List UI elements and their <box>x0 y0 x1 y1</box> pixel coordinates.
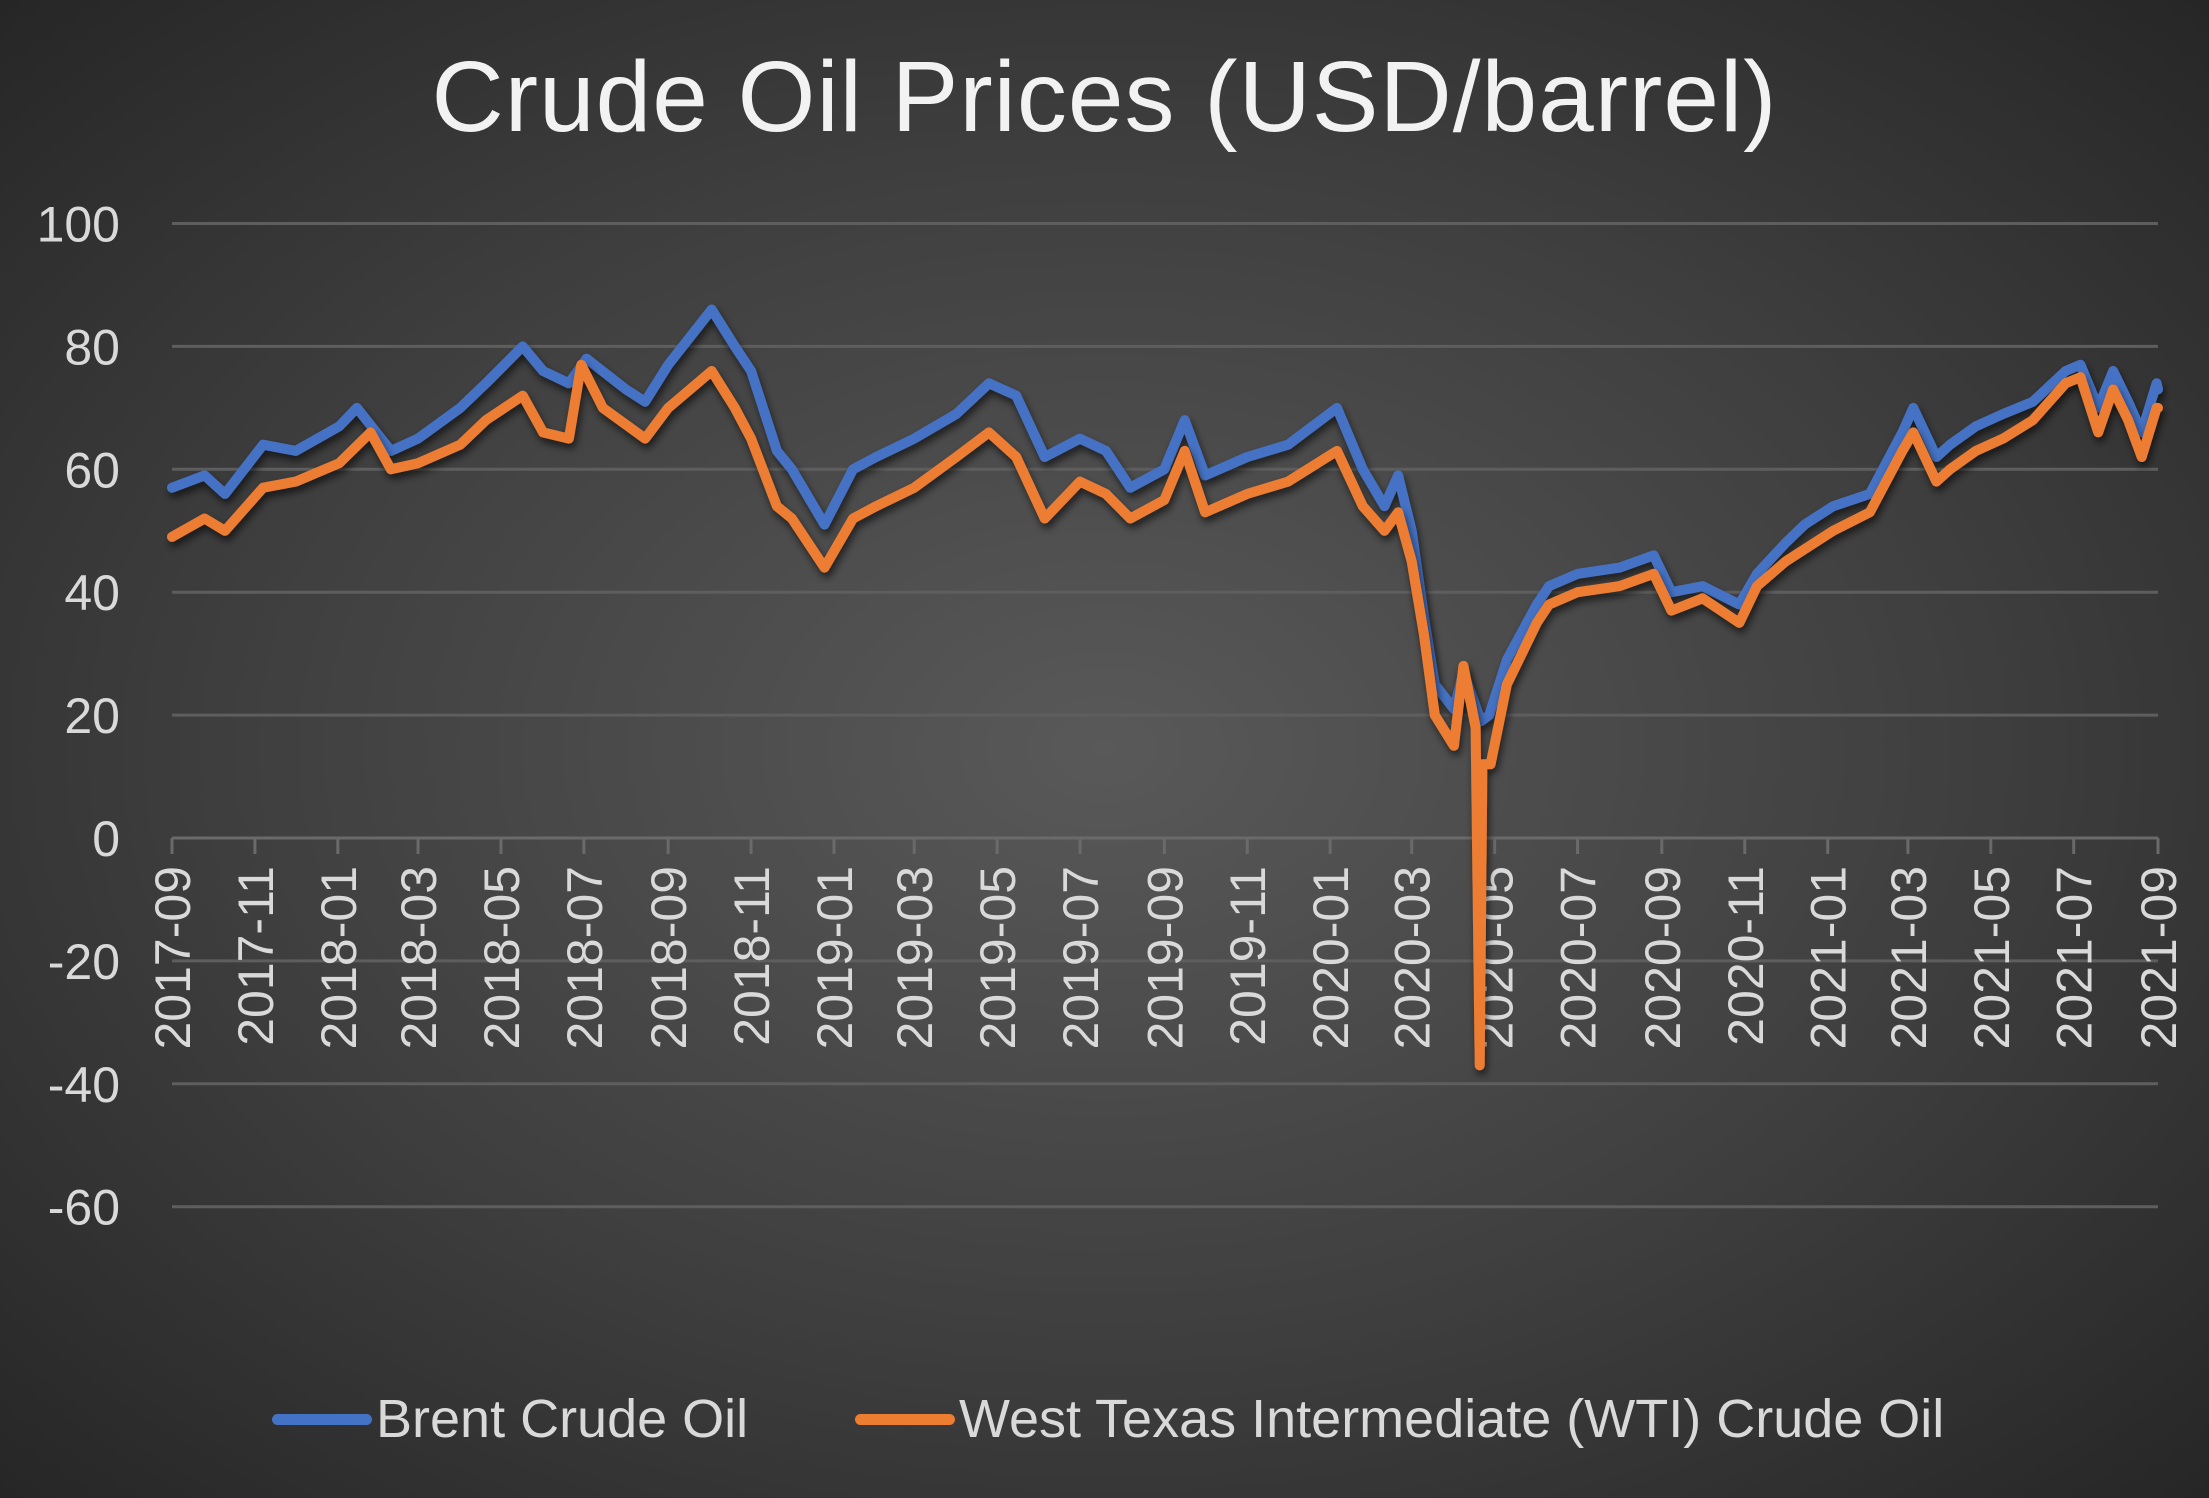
x-tick-label: 2020-11 <box>1718 866 1774 1046</box>
legend-item-wti: West Texas Intermediate (WTI) Crude Oil <box>855 1388 1944 1450</box>
x-tick-label: 2019-01 <box>807 866 863 1050</box>
x-tick-label: 2021-05 <box>1964 866 2020 1050</box>
y-tick-label: -60 <box>48 1180 120 1236</box>
y-tick-label: 40 <box>64 565 120 621</box>
series-line-brent <box>167 304 2163 727</box>
x-tick-label: 2021-09 <box>2131 866 2187 1050</box>
x-tick-label: 2019-09 <box>1137 866 1193 1050</box>
x-tick-label: 2019-07 <box>1053 866 1109 1050</box>
y-tick-label: 80 <box>64 319 120 375</box>
y-tick-label: 100 <box>37 197 120 253</box>
legend-swatch-brent <box>272 1413 372 1425</box>
legend-swatch-wti <box>855 1413 955 1425</box>
y-tick-label: -40 <box>48 1057 120 1113</box>
legend-label-wti: West Texas Intermediate (WTI) Crude Oil <box>959 1389 1945 1449</box>
x-tick-label: 2019-11 <box>1220 866 1276 1046</box>
x-tick-label: 2018-01 <box>311 866 367 1050</box>
x-tick-label: 2021-01 <box>1801 866 1857 1050</box>
y-tick-label: -20 <box>48 934 120 990</box>
x-tick-label: 2021-07 <box>2047 866 2103 1050</box>
x-tick-label: 2018-03 <box>391 866 447 1050</box>
x-tick-label: 2021-03 <box>1881 866 1937 1050</box>
chart-title: Crude Oil Prices (USD/barrel) <box>431 41 1778 153</box>
x-tick-label: 2018-07 <box>557 866 613 1050</box>
x-tick-label: 2019-03 <box>887 866 943 1050</box>
x-tick-label: 2019-05 <box>970 866 1026 1050</box>
x-tick-label: 2017-09 <box>145 866 201 1050</box>
legend-label-brent: Brent Crude Oil <box>376 1389 749 1449</box>
y-tick-label: 0 <box>92 811 120 867</box>
x-tick-label: 2018-09 <box>641 866 697 1050</box>
y-tick-label: 60 <box>64 442 120 498</box>
x-tick-label: 2018-05 <box>474 866 530 1050</box>
x-tick-label: 2020-01 <box>1303 866 1359 1050</box>
series-line-wti <box>167 359 2163 1071</box>
x-tick-label: 2017-11 <box>228 866 284 1046</box>
x-tick-label: 2020-07 <box>1551 866 1607 1050</box>
y-tick-label: 20 <box>64 688 120 744</box>
x-tick-label: 2020-09 <box>1635 866 1691 1050</box>
x-tick-label: 2018-11 <box>724 866 780 1046</box>
x-tick-label: 2020-03 <box>1385 866 1441 1050</box>
legend-item-brent: Brent Crude Oil <box>272 1388 748 1450</box>
